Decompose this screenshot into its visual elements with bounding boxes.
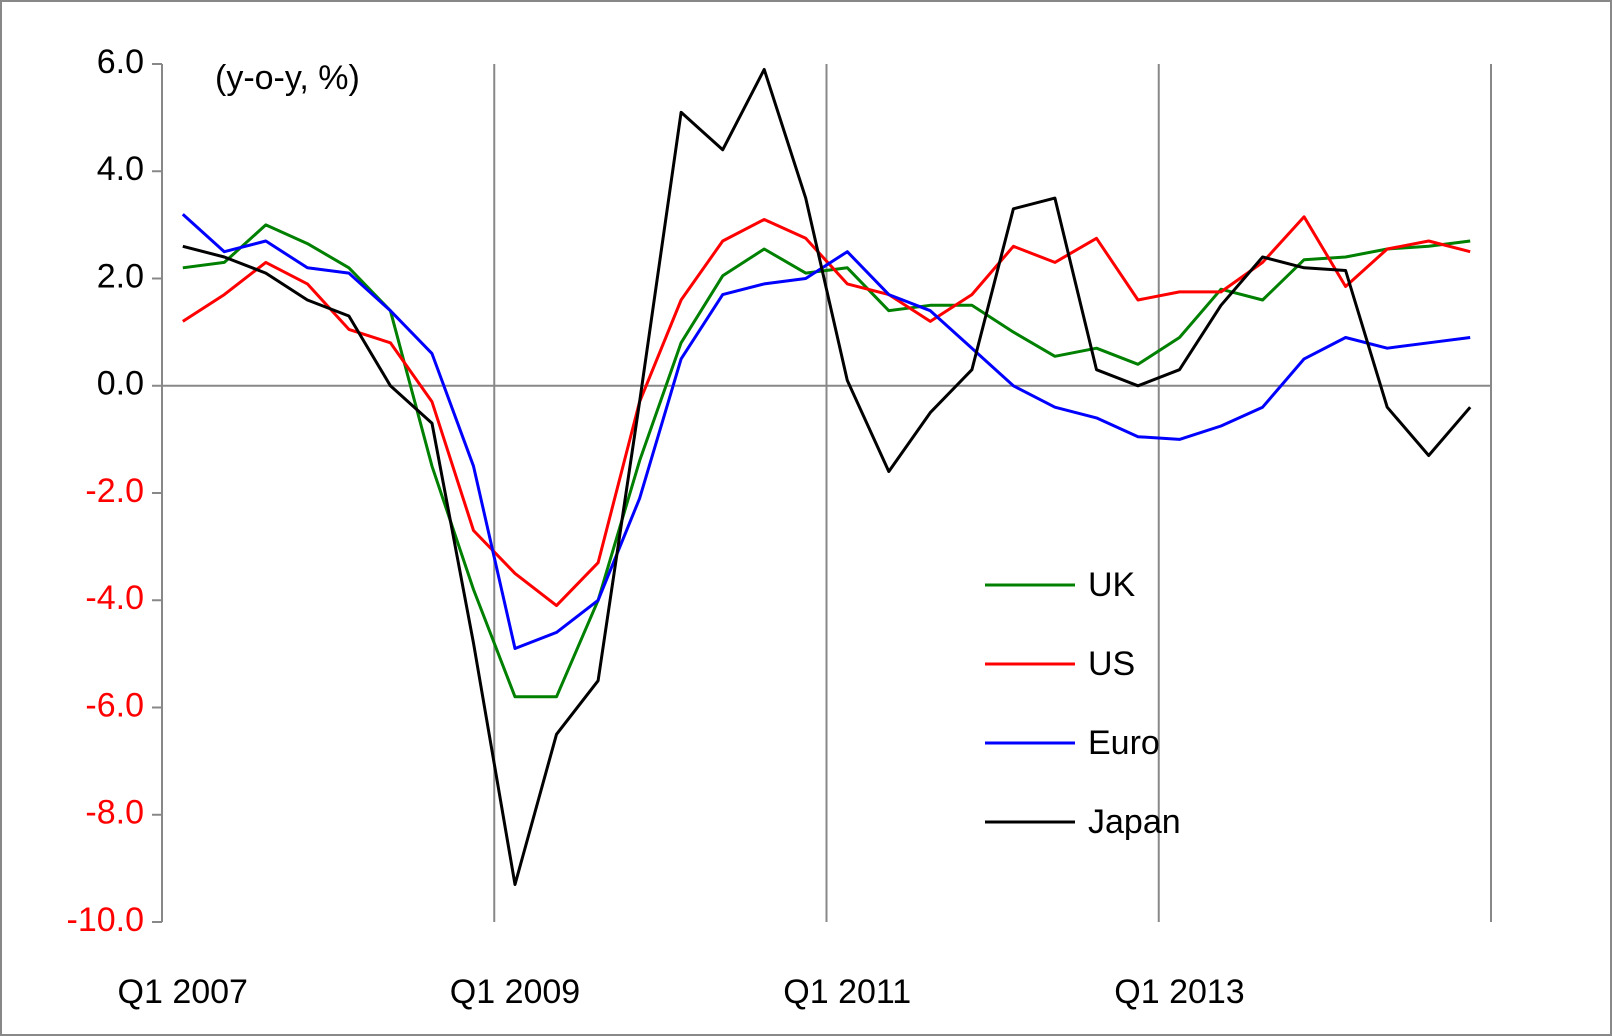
legend-label: UK: [1088, 566, 1136, 604]
y-tick-label: 2.0: [97, 257, 144, 295]
y-tick-label: 4.0: [97, 150, 144, 188]
legend-label: Japan: [1088, 803, 1181, 841]
series-line: [182, 67, 1472, 886]
annotation: (y-o-y, %): [215, 59, 360, 97]
y-tick-label: -10.0: [67, 901, 145, 939]
series-line: [182, 223, 1471, 699]
y-tick-label: -2.0: [85, 472, 144, 510]
y-tick-label: 0.0: [97, 365, 144, 403]
x-tick-label: Q1 2007: [118, 973, 248, 1011]
legend-label: Euro: [1088, 724, 1160, 762]
y-tick-label: -4.0: [85, 579, 144, 617]
x-tick-label: Q1 2009: [450, 973, 580, 1011]
legend-label: US: [1088, 645, 1135, 683]
series-line: [181, 213, 1471, 650]
x-tick-label: Q1 2013: [1114, 973, 1244, 1011]
x-tick-label: Q1 2011: [783, 973, 911, 1011]
y-tick-label: -8.0: [85, 794, 144, 832]
y-tick-label: -6.0: [85, 686, 144, 724]
y-tick-label: 6.0: [97, 43, 144, 81]
